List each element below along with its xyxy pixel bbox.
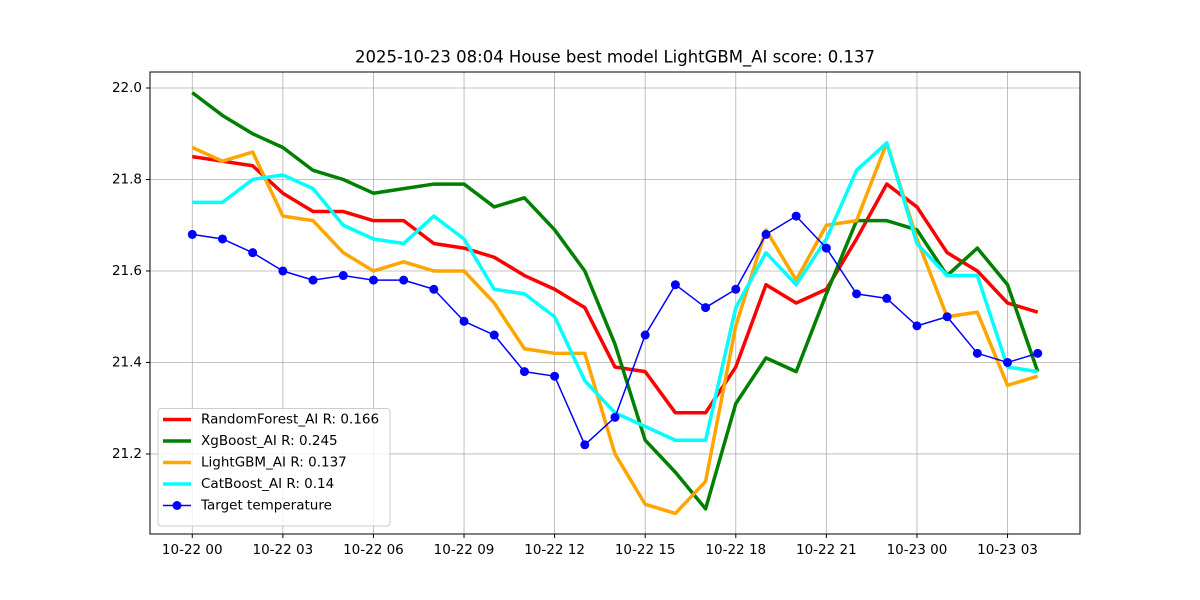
data-point [972,348,982,358]
y-tick-label: 21.2 [112,446,142,462]
data-point [640,330,650,340]
legend: RandomForest_AI R: 0.166 XgBoost_AI R: 0.… [157,408,391,527]
data-point [368,275,378,285]
legend-label: Target temperature [200,498,332,514]
y-tick-label: 21.4 [112,354,142,370]
data-point [519,367,529,377]
legend-label: RandomForest_AI R: 0.166 [201,412,379,428]
x-tick-label: 10-22 15 [615,542,676,558]
data-point [882,293,892,303]
plot-frame [149,71,1081,535]
data-point [731,284,741,294]
x-tick-label: 10-22 18 [705,542,766,558]
y-tick-label: 22.0 [112,80,142,96]
data-point [459,316,469,326]
data-point [610,412,620,422]
data-point [791,211,801,221]
x-tick-label: 10-22 09 [434,542,495,558]
legend-marker [172,501,182,510]
data-point [821,243,831,253]
data-point [308,275,318,285]
data-point [942,312,952,322]
x-tick-label: 10-23 03 [977,542,1038,558]
chart-title: 2025-10-23 08:04 House best model LightG… [355,48,875,68]
data-point [399,275,409,285]
data-point [670,280,680,290]
x-tick-label: 10-22 03 [253,542,314,558]
data-point [1003,357,1013,367]
data-point [489,330,499,340]
legend-label: CatBoost_AI R: 0.14 [201,476,334,492]
x-tick-label: 10-22 00 [162,542,223,558]
x-tick-label: 10-22 06 [343,542,404,558]
data-point [580,440,590,450]
x-tick-label: 10-23 00 [887,542,948,558]
data-point [852,289,862,299]
data-point [338,271,348,281]
y-tick-label: 21.6 [112,263,142,279]
data-point [217,234,227,244]
x-tick-label: 10-22 21 [796,542,857,558]
data-point [248,248,258,258]
x-tick-label: 10-22 12 [524,542,585,558]
data-point [187,229,197,239]
data-point [912,321,922,331]
y-tick-label: 21.8 [112,171,142,187]
legend-box [157,408,391,527]
data-point [1033,348,1043,358]
series-line [191,91,1040,511]
data-point [278,266,288,276]
data-point [701,303,711,313]
data-point [429,284,439,294]
legend-label: LightGBM_AI R: 0.137 [201,455,347,471]
series-line [192,141,1038,442]
data-point [550,371,560,381]
legend-label: XgBoost_AI R: 0.245 [201,433,338,449]
data-point [761,229,771,239]
